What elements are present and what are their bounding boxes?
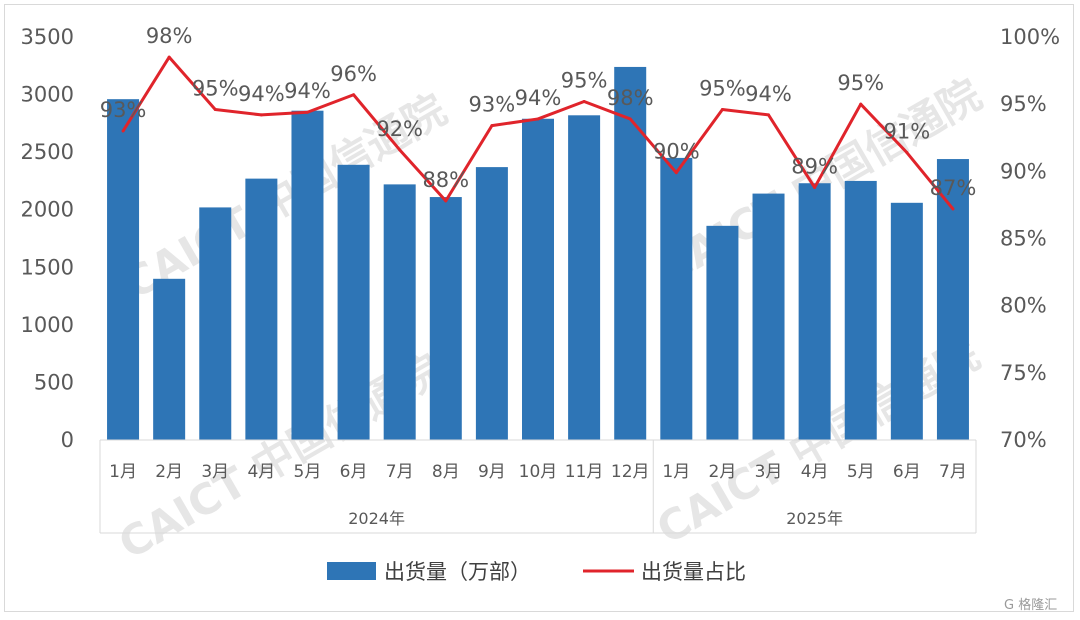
x-tick-label: 11月: [565, 462, 604, 482]
bar-11月-10: [568, 115, 601, 440]
line-data-label: 94%: [745, 82, 792, 106]
line-point-2: [213, 108, 217, 112]
line-point-16: [859, 102, 863, 106]
y-left-tick: 2000: [21, 198, 74, 222]
line-data-label: 95%: [561, 68, 608, 92]
line-point-8: [490, 124, 494, 128]
line-data-label: 91%: [883, 120, 930, 144]
line-point-13: [720, 108, 724, 112]
x-tick-label: 6月: [340, 462, 368, 482]
y-right-tick: 100%: [1000, 25, 1060, 49]
bar-9月-8: [475, 167, 508, 440]
y-right-tick: 90%: [1000, 159, 1047, 183]
x-tick-label: 2月: [709, 462, 737, 482]
line-data-label: 87%: [930, 176, 977, 200]
line-point-6: [398, 148, 402, 152]
bar-1月-0: [107, 99, 140, 441]
y-left-tick: 2500: [21, 140, 74, 164]
y-left-tick: 3500: [21, 25, 74, 49]
legend-label-line: 出货量占比: [641, 560, 746, 584]
y-left-tick: 0: [61, 428, 74, 452]
line-point-3: [259, 113, 263, 117]
bar-3月-2: [199, 207, 232, 440]
bar-7月-18: [936, 159, 969, 440]
line-data-label: 95%: [699, 77, 746, 101]
x-tick-label: 3月: [201, 462, 229, 482]
line-point-0: [121, 129, 125, 133]
x-tick-label: 6月: [893, 462, 921, 482]
bar-6月-17: [890, 202, 923, 440]
bar-8月-7: [429, 197, 462, 440]
bar-6月-5: [337, 164, 370, 440]
line-data-label: 98%: [146, 24, 193, 48]
line-point-5: [352, 93, 356, 97]
bar-3月-14: [752, 193, 785, 440]
x-tick-label: 7月: [386, 462, 414, 482]
x-tick-label: 10月: [519, 462, 558, 482]
bar-1月-12: [660, 157, 693, 440]
line-point-18: [951, 207, 955, 211]
y-right-tick: 85%: [1000, 227, 1047, 251]
line-data-label: 93%: [100, 98, 147, 122]
line-point-14: [767, 113, 771, 117]
line-point-17: [905, 151, 909, 155]
x-tick-label: 7月: [939, 462, 967, 482]
x-tick-label: 3月: [755, 462, 783, 482]
x-tick-label: 1月: [109, 462, 137, 482]
bar-10月-9: [522, 118, 554, 440]
x-tick-label: 4月: [247, 462, 275, 482]
line-point-9: [536, 117, 540, 121]
y-right-tick: 75%: [1000, 361, 1047, 385]
y-right-tick: 95%: [1000, 92, 1047, 116]
x-tick-label: 5月: [294, 462, 322, 482]
bar-4月-15: [798, 183, 831, 440]
x-tick-label: 4月: [801, 462, 829, 482]
group-label: 2025年: [786, 509, 843, 528]
y-left-tick: 500: [34, 370, 74, 394]
line-point-10: [582, 99, 586, 103]
x-tick-label: 5月: [847, 462, 875, 482]
line-point-7: [444, 199, 448, 203]
line-data-label: 93%: [469, 93, 516, 117]
x-tick-label: 1月: [662, 462, 690, 482]
y-right-tick: 80%: [1000, 294, 1047, 318]
line-data-label: 90%: [653, 140, 700, 164]
line-data-label: 96%: [330, 62, 377, 86]
legend-swatch-bar: [327, 562, 376, 580]
bar-5月-4: [291, 110, 324, 440]
line-data-label: 98%: [607, 86, 654, 110]
line-data-label: 92%: [376, 117, 423, 141]
bar-7月-6: [383, 184, 416, 440]
x-tick-label: 9月: [478, 462, 506, 482]
y-left-tick: 3000: [21, 83, 74, 107]
bar-2月-13: [706, 225, 739, 440]
y-left-tick: 1500: [21, 255, 74, 279]
bar-12月-11: [614, 66, 647, 441]
line-data-label: 94%: [515, 86, 562, 110]
line-data-label: 88%: [422, 168, 469, 192]
x-tick-label: 2月: [155, 462, 183, 482]
line-point-1: [167, 55, 171, 59]
line-point-11: [628, 117, 632, 121]
x-tick-label: 8月: [432, 462, 460, 482]
corner-logo-text: G 格隆汇: [1004, 597, 1057, 613]
line-point-15: [813, 185, 817, 189]
y-left-tick: 1000: [21, 313, 74, 337]
legend-label-bar: 出货量（万部）: [384, 560, 531, 584]
bar-5月-16: [844, 180, 877, 440]
line-data-label: 94%: [284, 79, 331, 103]
line-point-12: [674, 171, 678, 175]
x-tick-label: 12月: [611, 462, 650, 482]
line-data-label: 95%: [837, 71, 884, 95]
line-point-4: [305, 110, 309, 114]
y-right-tick: 70%: [1000, 428, 1047, 452]
bar-2月-1: [153, 278, 186, 440]
group-label: 2024年: [348, 509, 405, 528]
bar-4月-3: [245, 178, 278, 440]
line-data-label: 89%: [791, 154, 838, 178]
line-data-label: 94%: [238, 82, 285, 106]
line-data-label: 95%: [192, 77, 239, 101]
